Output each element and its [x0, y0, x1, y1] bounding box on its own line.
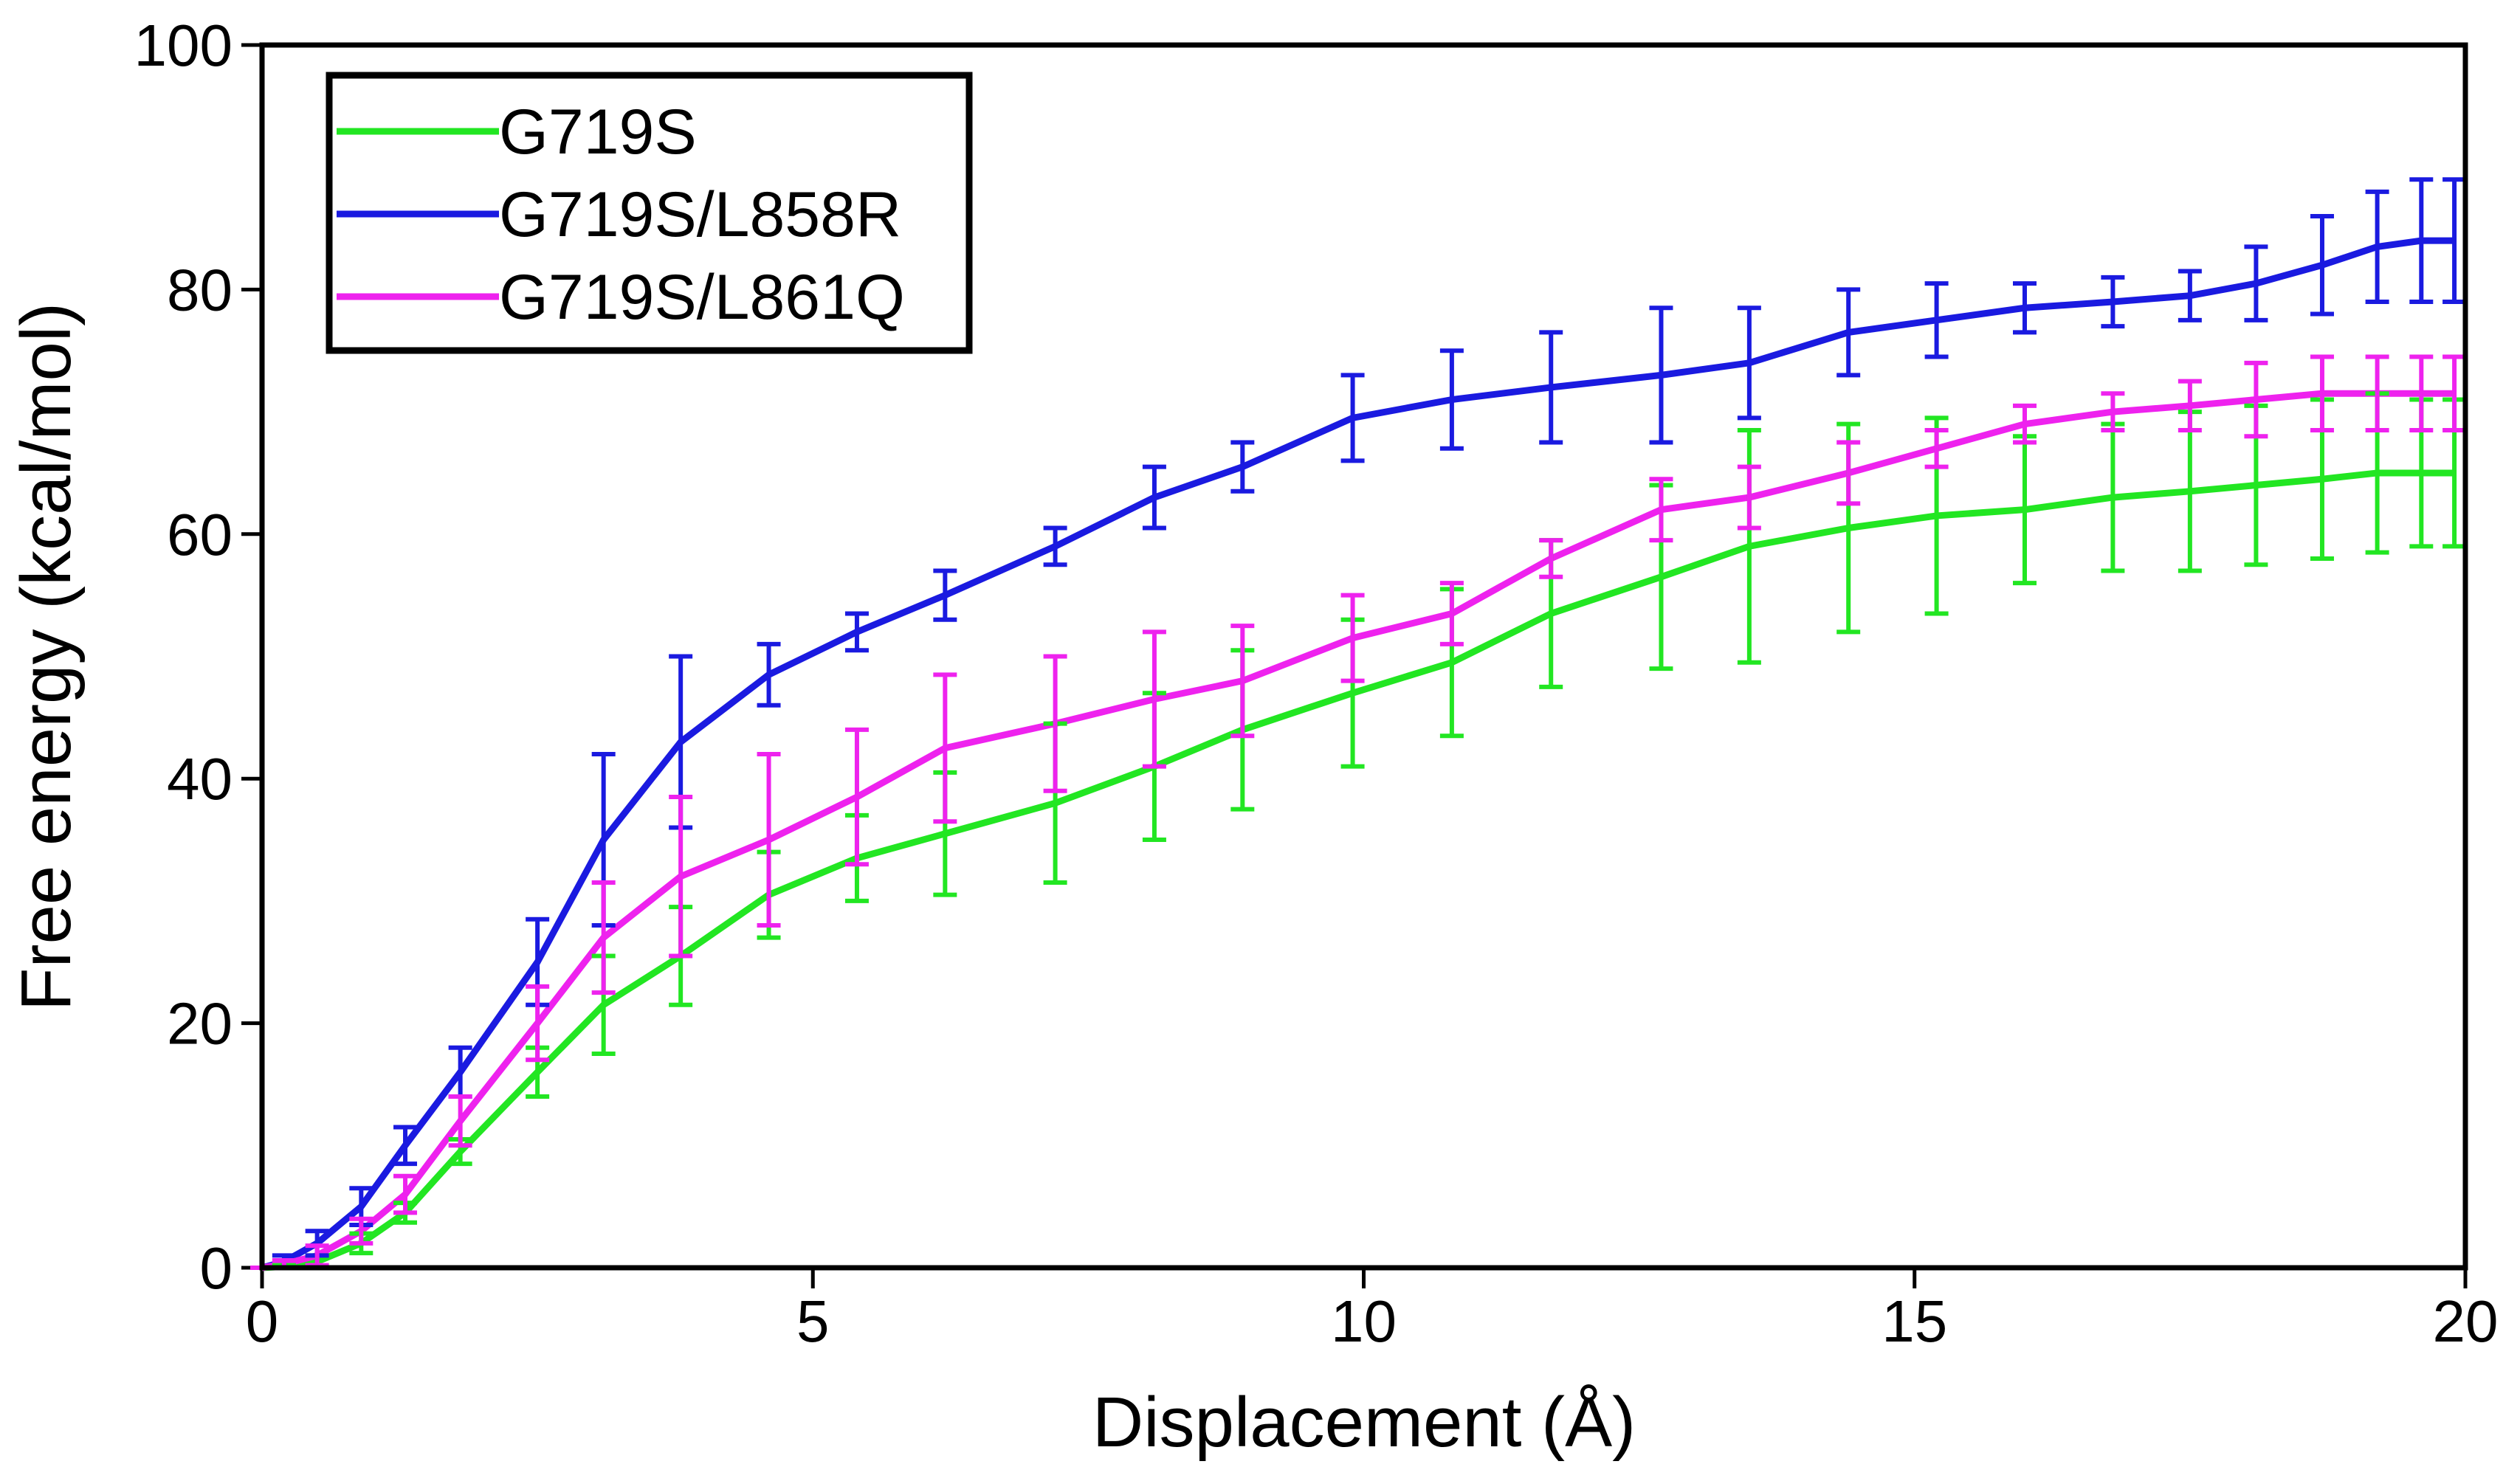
- y-axis-label: Free energy (kcal/mol): [7, 303, 86, 1011]
- legend-label: G719S/L858R: [499, 179, 901, 250]
- y-tick-label: 80: [167, 257, 233, 322]
- x-tick-label: 10: [1331, 1288, 1397, 1354]
- series-line: [261, 237, 2455, 1271]
- y-tick-label: 100: [134, 13, 233, 78]
- series-line: [261, 469, 2455, 1271]
- x-tick-label: 15: [1882, 1288, 1947, 1354]
- x-axis-label: Displacement (Å): [1092, 1383, 1636, 1462]
- y-tick-label: 20: [167, 991, 233, 1057]
- series-line: [261, 390, 2455, 1271]
- legend-label: G719S: [499, 97, 697, 168]
- y-tick-label: 40: [167, 746, 233, 812]
- x-tick-label: 5: [796, 1288, 830, 1354]
- plot-frame: [259, 42, 2468, 1271]
- x-tick-label: 0: [246, 1288, 279, 1354]
- x-tick-label: 20: [2433, 1288, 2499, 1354]
- legend-label: G719S/L861Q: [499, 262, 905, 333]
- y-tick-label: 0: [200, 1235, 233, 1301]
- y-tick-label: 60: [167, 502, 233, 567]
